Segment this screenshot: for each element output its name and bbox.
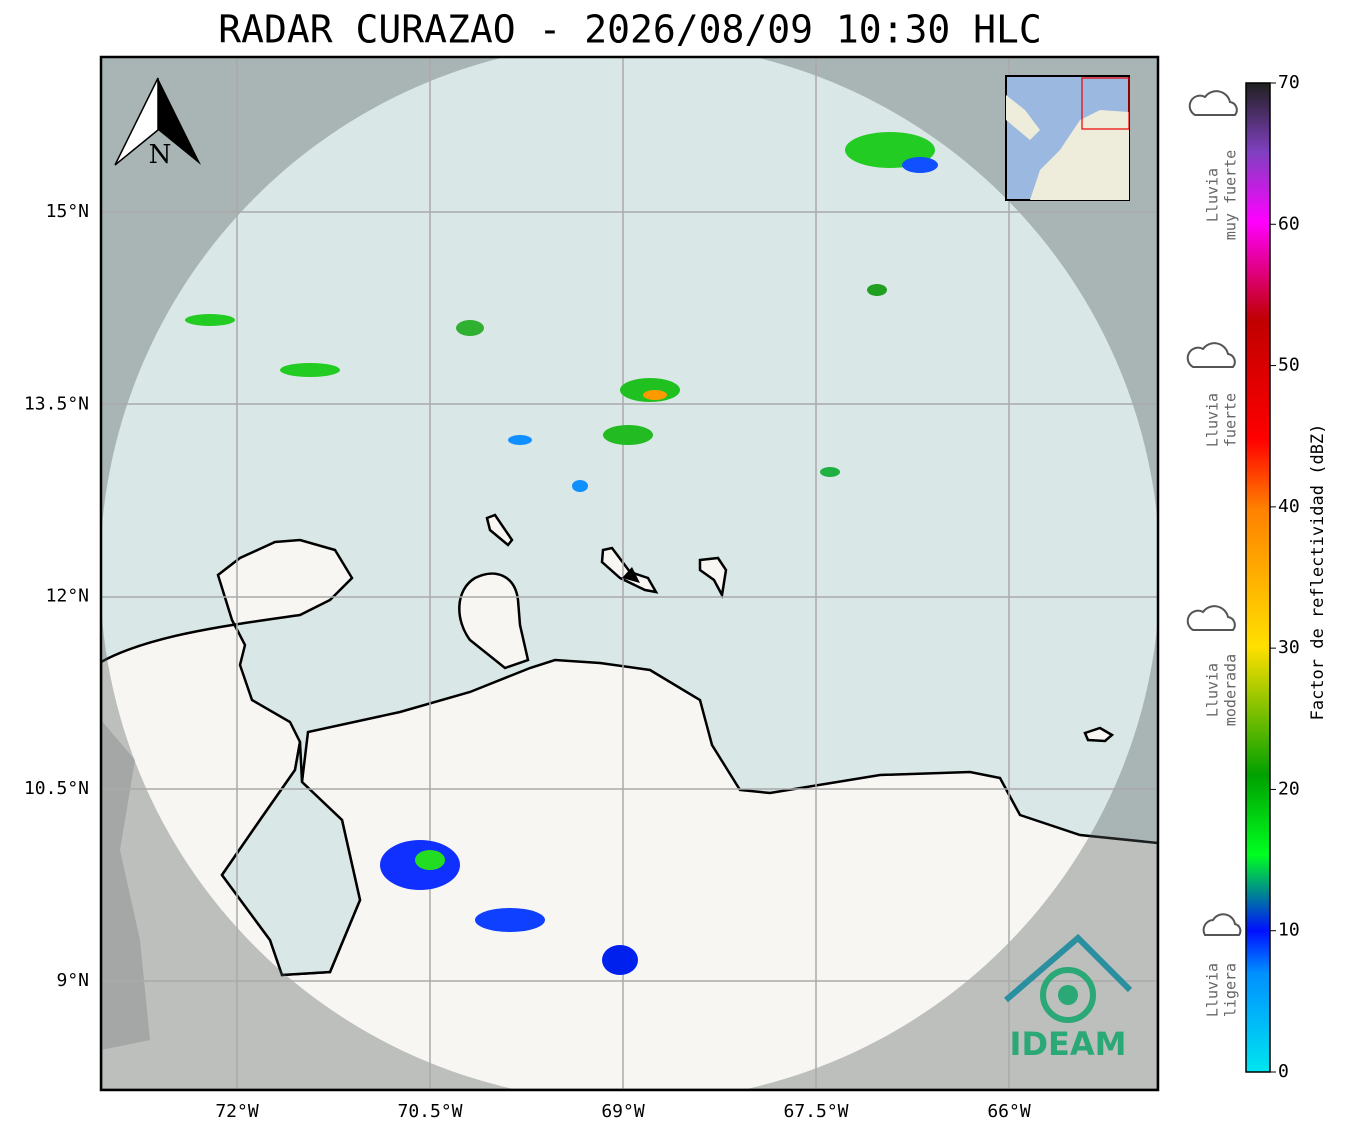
west-relief bbox=[101, 720, 150, 1050]
lat-label: 15°N bbox=[46, 201, 89, 222]
frame bbox=[99, 55, 1160, 1092]
echoes bbox=[185, 132, 938, 975]
land bbox=[101, 538, 1158, 1090]
lat-label: 12°N bbox=[46, 586, 89, 607]
legend-label: Lluvia bbox=[1204, 663, 1222, 717]
legend-label: fuerte bbox=[1222, 393, 1240, 447]
legend-label: Lluvia bbox=[1204, 168, 1222, 222]
logo: IDEAM bbox=[1004, 933, 1133, 1063]
legend-label: ligera bbox=[1222, 963, 1240, 1017]
colorbar-tick-label: 50 bbox=[1278, 355, 1300, 376]
lon-label: 69°W bbox=[601, 1101, 645, 1122]
lon-label: 70.5°W bbox=[397, 1101, 462, 1122]
lat-label: 13.5°N bbox=[24, 393, 89, 414]
lat-label: 9°N bbox=[56, 970, 89, 991]
curacao bbox=[600, 546, 659, 594]
grid bbox=[101, 57, 1158, 1090]
colorbar-tick-label: 20 bbox=[1278, 778, 1300, 799]
legend-label: muy fuerte bbox=[1222, 150, 1240, 240]
legend-icons bbox=[1186, 90, 1242, 936]
margarita bbox=[1083, 726, 1115, 743]
lake-maracaibo bbox=[220, 741, 362, 977]
colorbar-tick-label: 60 bbox=[1278, 213, 1300, 234]
lat-label: 10.5°N bbox=[24, 778, 89, 799]
colorbar-tick-label: 30 bbox=[1278, 637, 1300, 658]
legend-label: Lluvia bbox=[1204, 963, 1222, 1017]
colorbar bbox=[1245, 82, 1271, 1073]
legend-label: Lluvia bbox=[1204, 393, 1222, 447]
colorbar-tick-label: 10 bbox=[1278, 920, 1300, 941]
colorbar-tick-label: 70 bbox=[1278, 72, 1300, 93]
radar-site bbox=[622, 567, 640, 583]
title: RADAR CURAZAO - 2026/08/09 10:30 HLC bbox=[218, 8, 1042, 52]
inset-map bbox=[1005, 75, 1130, 201]
lon-label: 72°W bbox=[215, 1101, 259, 1122]
colorbar-tick-label: 0 bbox=[1278, 1061, 1289, 1082]
north-label: N bbox=[149, 140, 172, 170]
lon-label: 67.5°W bbox=[783, 1101, 848, 1122]
north-arrow: N bbox=[114, 77, 201, 170]
colorbar-label: Factor de reflectividad (dBZ) bbox=[1308, 424, 1328, 721]
colorbar-tick-label: 40 bbox=[1278, 496, 1300, 517]
lon-label: 66°W bbox=[987, 1101, 1031, 1122]
legend-label: moderada bbox=[1222, 654, 1240, 726]
bonaire bbox=[698, 556, 728, 599]
aruba bbox=[485, 513, 514, 547]
logo-text: IDEAM bbox=[1010, 1025, 1127, 1063]
